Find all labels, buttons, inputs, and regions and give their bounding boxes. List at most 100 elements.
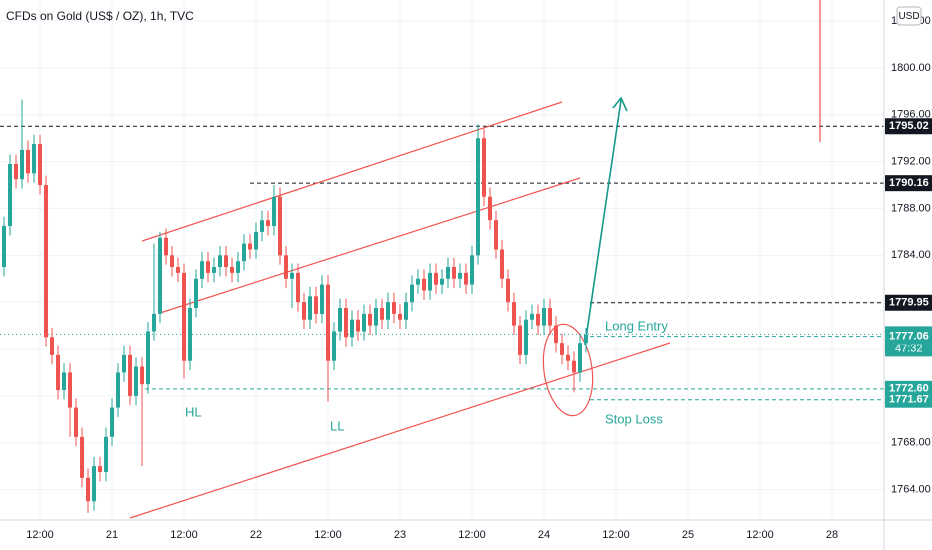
highlight-ellipse (542, 323, 594, 417)
candle-body (445, 267, 450, 279)
candle-body (451, 267, 456, 279)
candle-body (80, 436, 85, 478)
candle-body (8, 163, 13, 227)
candle-body (50, 337, 55, 355)
candle-body (56, 354, 61, 390)
candle-body (290, 272, 295, 279)
candle-body (457, 272, 462, 279)
annotation: Long Entry (605, 318, 668, 333)
price-label-box (885, 328, 932, 345)
candle-body (511, 302, 516, 326)
candle-body (62, 372, 67, 390)
candle-body (272, 196, 277, 227)
price-label: 1795.02 (889, 120, 929, 132)
annotation: Stop Loss (605, 411, 663, 426)
candle-body (110, 407, 115, 437)
candle-body (565, 354, 570, 361)
countdown: 47:32 (895, 342, 923, 354)
price-label: 1790.16 (889, 177, 929, 189)
candle-body (170, 255, 175, 268)
candle-body (14, 163, 19, 180)
candle-body (529, 313, 534, 320)
candle-body (583, 334, 588, 344)
candle-body (20, 149, 25, 180)
candle-body (332, 331, 337, 361)
price-axis (884, 0, 932, 550)
candle-body (356, 319, 361, 332)
currency: USD (898, 11, 919, 22)
candle-body (392, 302, 397, 314)
arrow-head (612, 96, 628, 112)
y-tick-label: 1784.00 (891, 249, 931, 261)
x-tick-label: 12:00 (314, 529, 342, 541)
candle-body (422, 278, 427, 291)
candle-body (326, 284, 331, 361)
candle-body (260, 220, 265, 232)
candle-body (404, 302, 409, 320)
candle-body (344, 308, 349, 338)
candle-body (74, 407, 79, 437)
candle-body (230, 267, 235, 273)
candle-body (2, 226, 7, 268)
candle-body (481, 138, 486, 197)
candle-body (122, 354, 127, 373)
candle-body (535, 313, 540, 326)
candle-body (463, 272, 468, 285)
candle-body (362, 313, 367, 332)
candle-body (140, 366, 145, 385)
time-axis (0, 520, 884, 550)
candle-body (547, 308, 552, 326)
candle-body (571, 360, 576, 373)
candle-body (152, 313, 157, 332)
candle-body (146, 331, 151, 385)
y-tick-label: 1800.00 (891, 62, 931, 74)
x-tick-label: 12:00 (746, 529, 774, 541)
candle-body (338, 308, 343, 332)
candle-body (188, 308, 193, 361)
x-tick-label: 28 (826, 529, 838, 541)
candles (2, 99, 588, 513)
candle-body (469, 255, 474, 285)
candle-body (296, 272, 301, 303)
y-tick-label: 1764.00 (891, 483, 931, 495)
candle-body (416, 278, 421, 285)
grid (0, 0, 884, 520)
x-tick-label: 23 (394, 529, 406, 541)
candle-body (320, 284, 325, 314)
candle-body (314, 296, 319, 314)
candle-body (541, 308, 546, 326)
candle-body (284, 255, 289, 279)
candle-body (475, 138, 480, 256)
price-label-box (885, 175, 932, 192)
x-tick-label: 22 (250, 529, 262, 541)
candle-body (308, 296, 313, 320)
candle-body (398, 313, 403, 320)
price-label: 1779.95 (889, 297, 929, 309)
price-label: 1777.06 (889, 331, 929, 343)
candle-body (559, 343, 564, 355)
chart-title: CFDs on Gold (US$ / OZ), 1h, TVC (6, 9, 194, 23)
candle-body (254, 231, 259, 250)
currency-box (896, 6, 922, 26)
candle-body (212, 267, 217, 273)
target-arrow (584, 99, 622, 346)
candle-body (428, 272, 433, 291)
annotations: Long Entry Stop Loss HL LL (185, 318, 668, 433)
candle-body (487, 196, 492, 221)
candle-body (380, 308, 385, 320)
annotation: HL (185, 404, 202, 419)
candle-body (200, 261, 205, 279)
candle-body (176, 267, 181, 273)
candle-body (218, 255, 223, 268)
x-tick-label: 12:00 (170, 529, 198, 541)
candle-body (278, 196, 283, 256)
x-tick-label: 24 (538, 529, 550, 541)
candle-body (242, 243, 247, 262)
x-tick-label: 21 (106, 529, 118, 541)
candle-body (236, 261, 241, 273)
price-label-box (885, 118, 932, 135)
candle-body (302, 302, 307, 320)
y-tick-label: 1788.00 (891, 202, 931, 214)
annotation: LL (330, 418, 344, 433)
candle-body (248, 243, 253, 250)
